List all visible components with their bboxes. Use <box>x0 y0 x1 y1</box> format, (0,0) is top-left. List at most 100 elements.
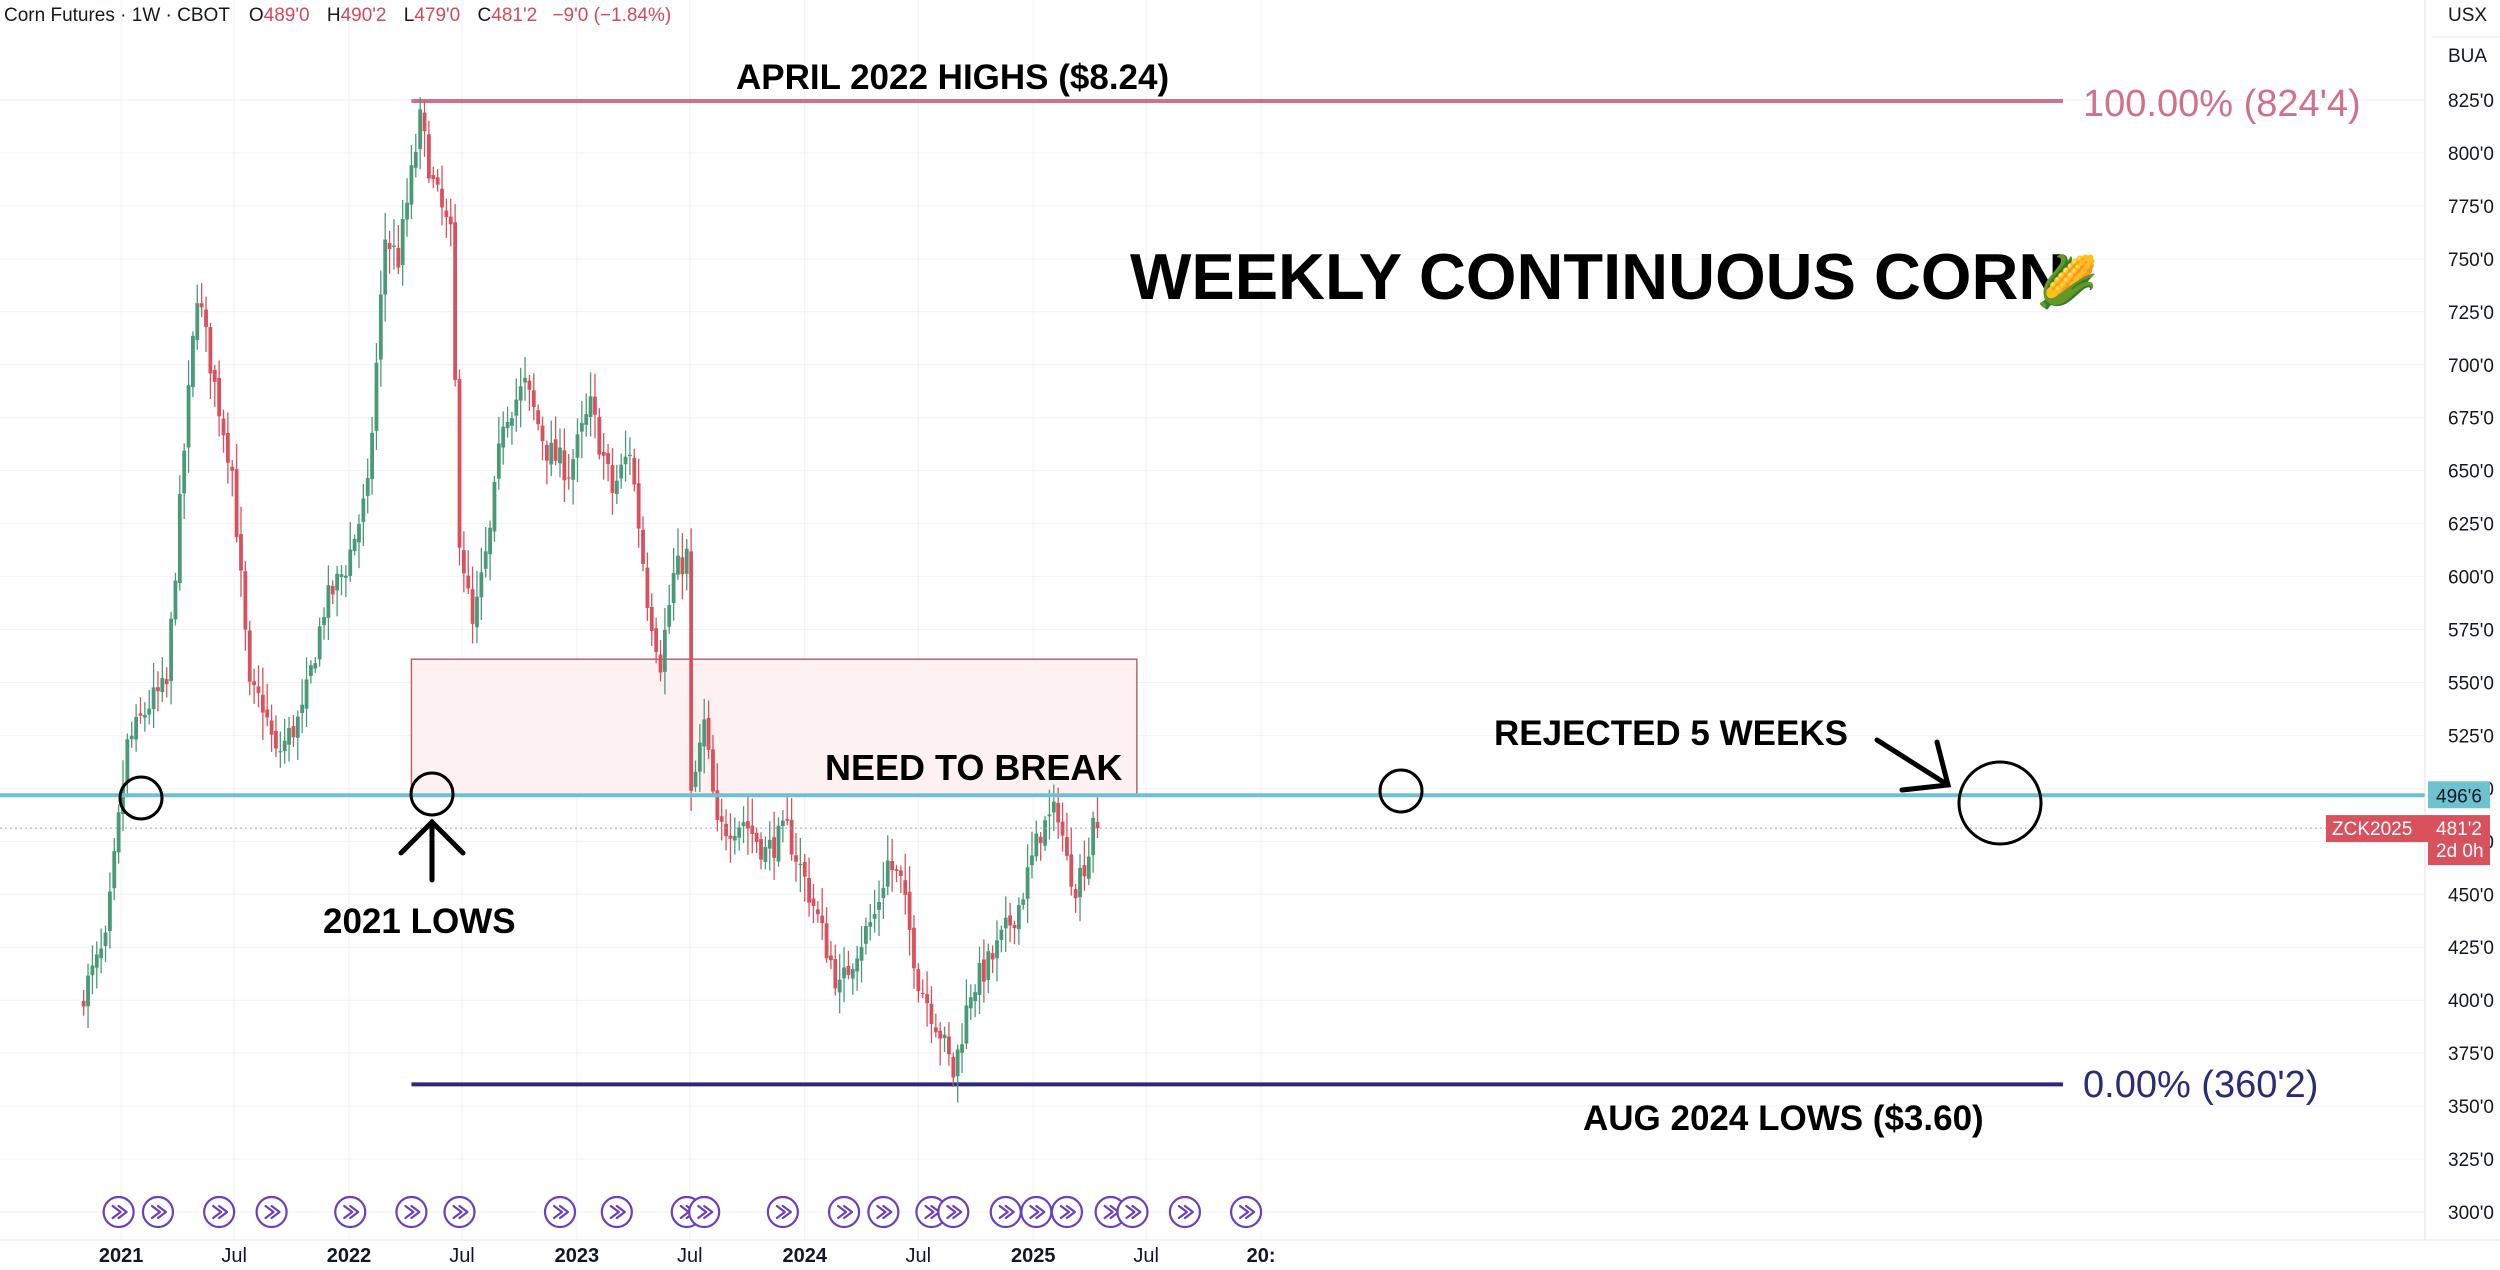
event-icon[interactable] <box>203 1195 236 1229</box>
price-tick-label: 825'0 <box>2448 91 2494 112</box>
candle <box>645 552 650 621</box>
event-icon[interactable] <box>989 1195 1022 1229</box>
candle <box>597 408 602 460</box>
candle <box>1043 815 1047 851</box>
candle <box>933 1013 938 1038</box>
aug-2024-lows-label: AUG 2024 LOWS ($3.60) <box>1583 1099 1984 1138</box>
candle <box>400 199 405 286</box>
candle <box>719 798 724 841</box>
price-axis[interactable]: USX BUA 825'0 800'0 775'0 750'0 725'0 700'0 67… <box>2424 0 2500 1240</box>
event-icon[interactable] <box>688 1195 721 1229</box>
event-icon[interactable] <box>766 1195 799 1229</box>
event-icon[interactable] <box>937 1195 970 1229</box>
candle <box>549 420 554 477</box>
candle <box>1047 789 1052 840</box>
event-icon[interactable] <box>1229 1195 1263 1229</box>
candle <box>523 357 527 401</box>
candle <box>815 901 820 923</box>
event-icon[interactable] <box>1168 1195 1202 1229</box>
open-key: O <box>249 5 264 26</box>
price-tick-label: 650'0 <box>2448 462 2494 483</box>
price-tick-label: 450'0 <box>2448 885 2494 906</box>
candle <box>339 565 344 596</box>
event-icon[interactable] <box>600 1195 633 1229</box>
candle <box>357 514 361 569</box>
rejected-arrow <box>1874 737 1952 793</box>
candle <box>107 872 112 949</box>
candle <box>811 883 816 924</box>
candle <box>239 506 243 597</box>
candle <box>177 475 182 591</box>
candle <box>649 593 654 646</box>
candle <box>343 565 348 598</box>
candle <box>483 527 488 578</box>
time-tick-label: Jul <box>449 1245 475 1267</box>
candle <box>518 367 523 428</box>
event-icon[interactable] <box>543 1195 577 1229</box>
time-tick-label: 2023 <box>555 1245 600 1267</box>
event-icon[interactable] <box>1020 1195 1053 1229</box>
grid <box>0 0 2425 1240</box>
candle <box>662 608 667 695</box>
candle <box>859 925 864 983</box>
candle <box>208 322 213 399</box>
unit-label: BUA <box>2448 46 2487 67</box>
candle <box>129 721 134 748</box>
events-row[interactable] <box>102 1195 1263 1229</box>
event-icon[interactable] <box>141 1195 175 1229</box>
candle <box>309 660 313 684</box>
candle <box>274 715 278 758</box>
candle <box>195 284 200 350</box>
fib-100-label: 100.00% (824'4) <box>2083 83 2361 125</box>
candle <box>247 620 252 696</box>
candle <box>706 700 711 760</box>
candle <box>488 520 492 581</box>
candle <box>1082 840 1087 891</box>
candle <box>448 198 453 247</box>
candle <box>405 178 409 237</box>
candle <box>422 101 427 157</box>
candle <box>763 836 768 870</box>
candle <box>837 954 842 1014</box>
event-icon[interactable] <box>1050 1195 1084 1229</box>
event-icon[interactable] <box>255 1195 288 1229</box>
high-key: H <box>327 5 341 26</box>
time-tick-label: 2025 <box>1011 1245 1056 1267</box>
candle <box>776 817 781 867</box>
candle <box>204 296 208 353</box>
candle <box>326 565 331 641</box>
candle <box>134 704 139 752</box>
price-tick-label: 300'0 <box>2448 1203 2494 1224</box>
event-icon[interactable] <box>443 1195 476 1229</box>
event-icon[interactable] <box>1116 1195 1149 1229</box>
event-icon[interactable] <box>102 1195 135 1229</box>
candle <box>593 373 597 439</box>
candle <box>295 710 300 761</box>
event-icon[interactable] <box>827 1195 861 1229</box>
candle <box>907 866 912 956</box>
candle <box>872 889 877 933</box>
close-key: C <box>478 5 492 26</box>
candle <box>623 430 628 482</box>
candle <box>977 946 982 1014</box>
event-icon[interactable] <box>395 1195 428 1229</box>
circle-marker-3 <box>1378 768 1424 814</box>
candle <box>479 547 484 620</box>
candle <box>1012 920 1017 945</box>
candle <box>256 665 261 708</box>
candle <box>732 817 737 855</box>
candle <box>724 809 728 851</box>
candle <box>492 475 497 542</box>
price-tick-label: 325'0 <box>2448 1150 2494 1171</box>
event-icon[interactable] <box>867 1195 900 1229</box>
candle <box>317 617 322 667</box>
candle <box>531 373 536 421</box>
candle <box>461 531 466 593</box>
april-highs-label: APRIL 2022 HIGHS ($8.24) <box>736 58 1169 97</box>
time-axis[interactable]: 2021 Jul 2022 Jul 2023 Jul 2024 Jul 2025 Jul 20: <box>0 1239 2500 1267</box>
candle <box>1038 831 1043 861</box>
candle <box>300 679 305 734</box>
event-icon[interactable] <box>334 1195 367 1229</box>
candle <box>540 416 545 461</box>
